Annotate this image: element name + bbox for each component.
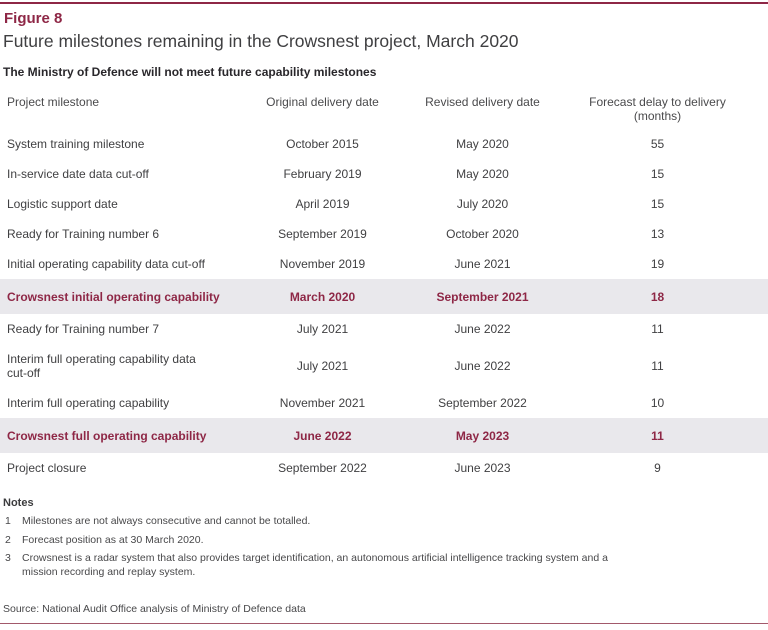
revised-date-cell: June 2021 [454,257,511,271]
figure-label: Figure 8 [4,10,63,27]
table-row-highlighted: Crowsnest full operating capability June… [0,418,768,453]
delay-cell: 15 [650,197,665,211]
revised-date-cell: October 2020 [446,227,519,241]
original-date-cell: September 2022 [278,461,367,475]
milestone-cell: Crowsnest initial operating capability [7,289,220,304]
note-text: Crowsnest is a radar system that also pr… [22,552,608,578]
figure-title: Future milestones remaining in the Crows… [3,31,519,51]
note-item: 1 Milestones are not always consecutive … [0,515,768,529]
original-date-cell: February 2019 [283,167,362,181]
original-date-cell: October 2015 [286,137,359,151]
table-row: System training milestone October 2015 M… [0,129,768,159]
milestone-cell: System training milestone [7,137,145,151]
original-date-cell: June 2022 [293,428,352,443]
top-rule [0,2,768,4]
revised-date-cell: May 2023 [455,428,510,443]
delay-cell: 11 [651,322,664,336]
revised-date-cell: May 2020 [456,137,509,151]
original-date-cell: September 2019 [278,227,367,241]
delay-cell: 18 [650,289,665,304]
note-item: 2 Forecast position as at 30 March 2020. [0,534,768,548]
source-line: Source: National Audit Office analysis o… [3,603,306,615]
table-row: Ready for Training number 7 July 2021 Ju… [0,314,768,344]
table-row: Ready for Training number 6 September 20… [0,219,768,249]
revised-date-cell: June 2022 [454,359,511,373]
revised-date-cell: September 2021 [436,289,529,304]
milestone-cell: Ready for Training number 7 [7,322,160,336]
delay-cell: 9 [654,461,661,475]
table-row: Logistic support date April 2019 July 20… [0,189,768,219]
revised-date-cell: June 2023 [454,461,511,475]
milestone-cell: Crowsnest full operating capability [7,428,207,443]
table-row: Interim full operating capability data c… [0,344,768,388]
milestone-cell: Project closure [7,461,87,475]
column-header-original-date: Original delivery date [266,95,379,109]
original-date-cell: April 2019 [295,197,350,211]
column-header-milestone: Project milestone [7,95,100,109]
revised-date-cell: June 2022 [454,322,511,336]
original-date-cell: March 2020 [289,289,356,304]
bottom-rule [0,623,768,624]
delay-cell: 13 [650,227,665,241]
milestone-cell: Initial operating capability data cut-of… [7,257,205,271]
original-date-cell: November 2019 [279,257,366,271]
milestones-table: Project milestone Original delivery date… [0,95,768,483]
note-number: 3 [5,552,11,564]
milestone-cell: Logistic support date [7,197,118,211]
column-header-revised-date: Revised delivery date [425,95,540,109]
delay-cell: 15 [650,167,665,181]
table-row: In-service date data cut-off February 20… [0,159,768,189]
notes-title: Notes [3,497,34,509]
delay-cell: 55 [650,137,665,151]
table-row: Project closure September 2022 June 2023… [0,453,768,483]
milestone-cell: Interim full operating capability [7,396,170,410]
revised-date-cell: July 2020 [456,197,509,211]
revised-date-cell: September 2022 [438,396,527,410]
notes-section: Notes 1 Milestones are not always consec… [0,497,768,579]
note-text: Milestones are not always consecutive an… [22,515,311,527]
note-number: 1 [5,515,11,527]
delay-cell: 19 [650,257,665,271]
milestone-cell: Ready for Training number 6 [7,227,160,241]
note-item: 3 Crowsnest is a radar system that also … [0,552,768,579]
original-date-cell: July 2021 [296,359,349,373]
original-date-cell: July 2021 [296,322,349,336]
milestone-cell: In-service date data cut-off [7,167,149,181]
table-header-row: Project milestone Original delivery date… [0,95,768,129]
table-row: Initial operating capability data cut-of… [0,249,768,279]
note-number: 2 [5,533,11,546]
figure-subtitle: The Ministry of Defence will not meet fu… [3,65,377,79]
milestone-cell: Interim full operating capability data c… [7,352,196,380]
table-row: Interim full operating capability Novemb… [0,388,768,418]
note-text: Forecast position as at 30 March 2020. [22,533,204,546]
delay-cell: 11 [651,359,664,373]
revised-date-cell: May 2020 [456,167,509,181]
delay-cell: 11 [651,428,664,443]
original-date-cell: November 2021 [279,396,366,410]
column-header-delay: Forecast delay to delivery (months) [589,95,726,123]
table-row-highlighted: Crowsnest initial operating capability M… [0,279,768,314]
delay-cell: 10 [650,396,665,410]
